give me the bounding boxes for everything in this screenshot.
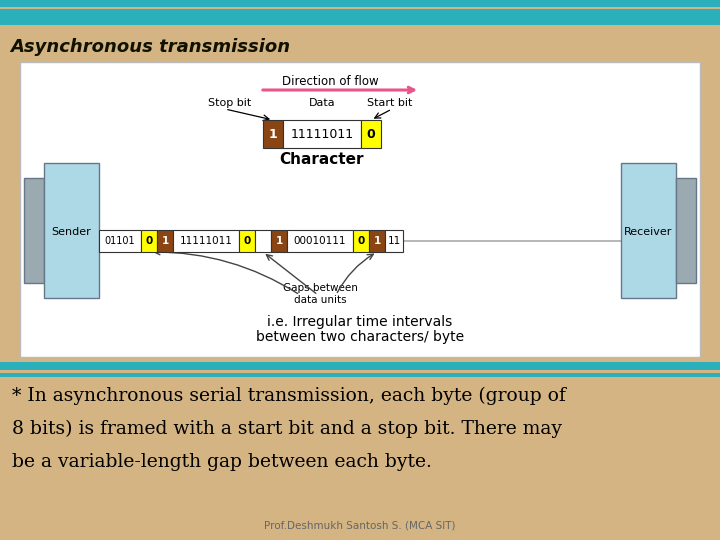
Bar [263,120,283,148]
Text: 0: 0 [243,236,251,246]
Bar [621,163,676,298]
Text: be a variable-length gap between each byte.: be a variable-length gap between each by… [12,453,432,471]
Text: Character: Character [280,152,364,167]
Text: 11111011: 11111011 [290,127,354,140]
Text: 11111011: 11111011 [179,236,233,246]
Text: 8 bits) is framed with a start bit and a stop bit. There may: 8 bits) is framed with a start bit and a… [12,420,562,438]
Text: 1: 1 [269,127,277,140]
Bar [0,373,720,377]
Text: Asynchronous transmission: Asynchronous transmission [10,38,290,56]
Text: between two characters/ byte: between two characters/ byte [256,330,464,344]
Bar [239,230,255,252]
Bar [369,230,385,252]
Text: Prof.Deshmukh Santosh S. (MCA SIT): Prof.Deshmukh Santosh S. (MCA SIT) [264,520,456,530]
Bar [255,230,271,252]
Text: Gaps between
data units: Gaps between data units [282,283,357,305]
Text: Receiver: Receiver [624,227,672,237]
Text: 00010111: 00010111 [294,236,346,246]
Bar [44,163,99,298]
Bar [173,230,239,252]
Text: 01101: 01101 [104,236,135,246]
Bar [361,120,381,148]
Text: Stop bit: Stop bit [208,98,251,108]
Text: 0: 0 [366,127,375,140]
Bar [283,120,361,148]
Bar [287,230,353,252]
Bar [385,230,403,252]
Text: 11: 11 [387,236,400,246]
Text: 1: 1 [374,236,381,246]
Text: 1: 1 [275,236,283,246]
Bar [24,178,44,283]
Text: Direction of flow: Direction of flow [282,75,378,88]
Bar [271,230,287,252]
Text: 0: 0 [357,236,364,246]
Text: 1: 1 [161,236,168,246]
Text: Sender: Sender [51,227,91,237]
Bar [141,230,157,252]
Bar [0,0,720,7]
Bar [157,230,173,252]
Text: i.e. Irregular time intervals: i.e. Irregular time intervals [267,315,453,329]
Text: 0: 0 [145,236,153,246]
Bar [99,230,141,252]
Text: Data: Data [309,98,336,108]
Bar [353,230,369,252]
Bar [676,178,696,283]
Bar [0,362,720,370]
Bar [20,62,700,357]
Bar [0,9,720,25]
Text: * In asynchronous serial transmission, each byte (group of: * In asynchronous serial transmission, e… [12,387,566,405]
Text: Start bit: Start bit [367,98,413,108]
